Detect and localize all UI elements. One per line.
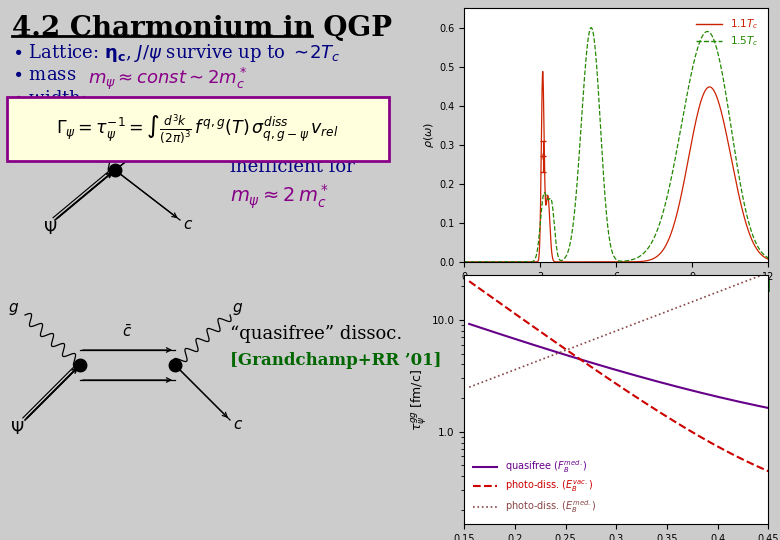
Text: $\bullet$ mass: $\bullet$ mass [12, 66, 83, 84]
FancyBboxPatch shape [7, 97, 389, 161]
Legend: quasifree ($F_B^{med.}$), photo-diss. ($E_B^{vac.}$), photo-diss. ($E_B^{med.}$): quasifree ($F_B^{med.}$), photo-diss. ($… [469, 454, 601, 519]
Text: “quasifree” dissoc.: “quasifree” dissoc. [230, 325, 402, 343]
Text: $\bullet$ width:: $\bullet$ width: [12, 90, 87, 108]
X-axis label: $\omega$[GeV]: $\omega$[GeV] [595, 287, 637, 301]
Text: [Grandchamp+RR ’01]: [Grandchamp+RR ’01] [230, 352, 441, 369]
Legend: $1.1T_c$, $1.5T_c$: $1.1T_c$, $1.5T_c$ [692, 14, 763, 52]
Text: $\mathit{m_\psi \approx const \sim 2m_c^*}$: $\mathit{m_\psi \approx const \sim 2m_c^… [88, 66, 247, 92]
Text: $c$: $c$ [183, 218, 193, 232]
Text: 4.2 Charmonium in QGP: 4.2 Charmonium in QGP [12, 15, 392, 42]
Text: $g$: $g$ [8, 301, 19, 317]
Text: $g$: $g$ [232, 301, 243, 317]
Text: $\bar{c}$: $\bar{c}$ [183, 110, 193, 126]
Text: gluo-dissociation,: gluo-dissociation, [230, 135, 390, 153]
Text: $\Psi$: $\Psi$ [10, 422, 24, 438]
Text: $c$: $c$ [233, 418, 243, 432]
Text: $\Gamma_\psi = \tau_\psi^{-1} = \int \frac{d^3k}{(2\pi)^3}\, f^{q,g}(T)\, \sigma: $\Gamma_\psi = \tau_\psi^{-1} = \int \fr… [55, 112, 339, 146]
Text: [Datta etal ’03]: [Datta etal ’03] [653, 278, 772, 292]
Y-axis label: $\rho(\omega)$: $\rho(\omega)$ [422, 122, 436, 148]
Text: inefficient for: inefficient for [230, 158, 355, 176]
Y-axis label: $\tau_\psi^{gg}$ [fm/c]: $\tau_\psi^{gg}$ [fm/c] [409, 369, 428, 430]
Text: $g$: $g$ [40, 106, 51, 122]
Text: $\bar{c}$: $\bar{c}$ [122, 324, 132, 340]
Text: $\bullet$ Lattice: $\mathbf{\eta_c}$, $\mathit{J/\psi}$ survive up to $\mathit{\: $\bullet$ Lattice: $\mathbf{\eta_c}$, $\… [12, 42, 341, 64]
Text: $\Psi$: $\Psi$ [43, 221, 57, 239]
Text: $\mathit{m_\psi \approx 2\,m_c^*}$: $\mathit{m_\psi \approx 2\,m_c^*}$ [230, 183, 329, 211]
